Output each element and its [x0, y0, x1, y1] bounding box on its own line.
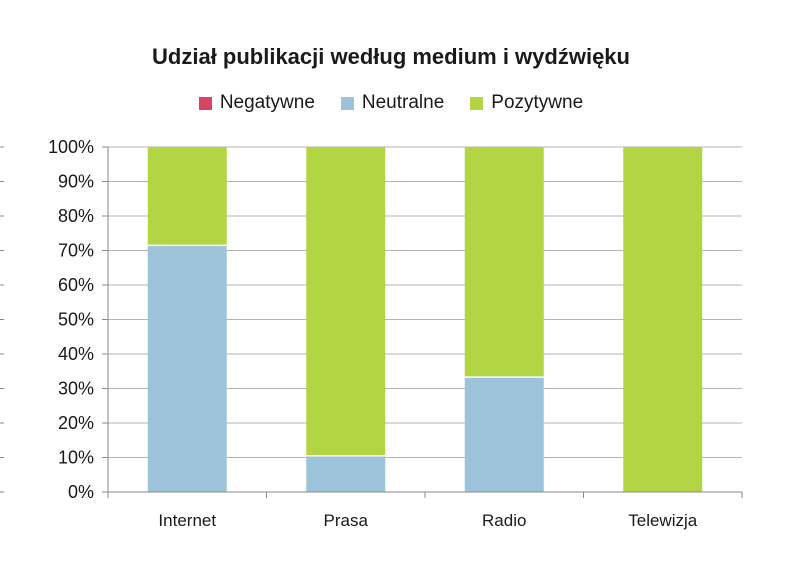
bar-neutralne-radio: [464, 377, 544, 492]
bar-neutralne-prasa: [306, 455, 386, 492]
chart-title: Udział publikacji według medium i wydźwi…: [152, 44, 630, 69]
bar-neutralne-internet: [147, 245, 227, 492]
legend-swatch-negatywne: [198, 96, 212, 110]
y-tick-label: 70%: [58, 241, 94, 261]
y-tick-label: 0%: [68, 482, 94, 502]
legend-item-pozytywne: Pozytywne: [470, 92, 583, 114]
legend-label-neutralne: Neutralne: [361, 92, 445, 113]
x-category-label: Telewizja: [628, 511, 698, 530]
y-tick-label: 90%: [58, 172, 94, 192]
chart-legend: Negatywne Neutralne Pozytywne: [0, 92, 782, 114]
y-tick-label: 80%: [58, 206, 94, 226]
y-tick-label: 30%: [58, 379, 94, 399]
bar-pozytywne-telewizja: [623, 147, 703, 492]
legend-swatch-neutralne: [340, 96, 354, 110]
y-tick-label: 100%: [48, 137, 94, 157]
bar-pozytywne-radio: [464, 147, 544, 378]
bar-pozytywne-prasa: [306, 147, 386, 456]
y-tick-label: 60%: [58, 275, 94, 295]
y-tick-label: 40%: [58, 344, 94, 364]
x-category-label: Prasa: [324, 511, 369, 530]
legend-label-pozytywne: Pozytywne: [491, 92, 584, 113]
y-tick-label: 10%: [58, 448, 94, 468]
y-tick-label: 50%: [58, 310, 94, 330]
x-category-label: Radio: [482, 511, 526, 530]
legend-swatch-pozytywne: [470, 96, 484, 110]
legend-label-negatywne: Negatywne: [219, 92, 315, 113]
legend-item-negatywne: Negatywne: [198, 92, 315, 114]
legend-item-neutralne: Neutralne: [340, 92, 445, 114]
y-tick-label: 20%: [58, 413, 94, 433]
bar-pozytywne-internet: [147, 147, 227, 246]
x-category-label: Internet: [158, 511, 216, 530]
